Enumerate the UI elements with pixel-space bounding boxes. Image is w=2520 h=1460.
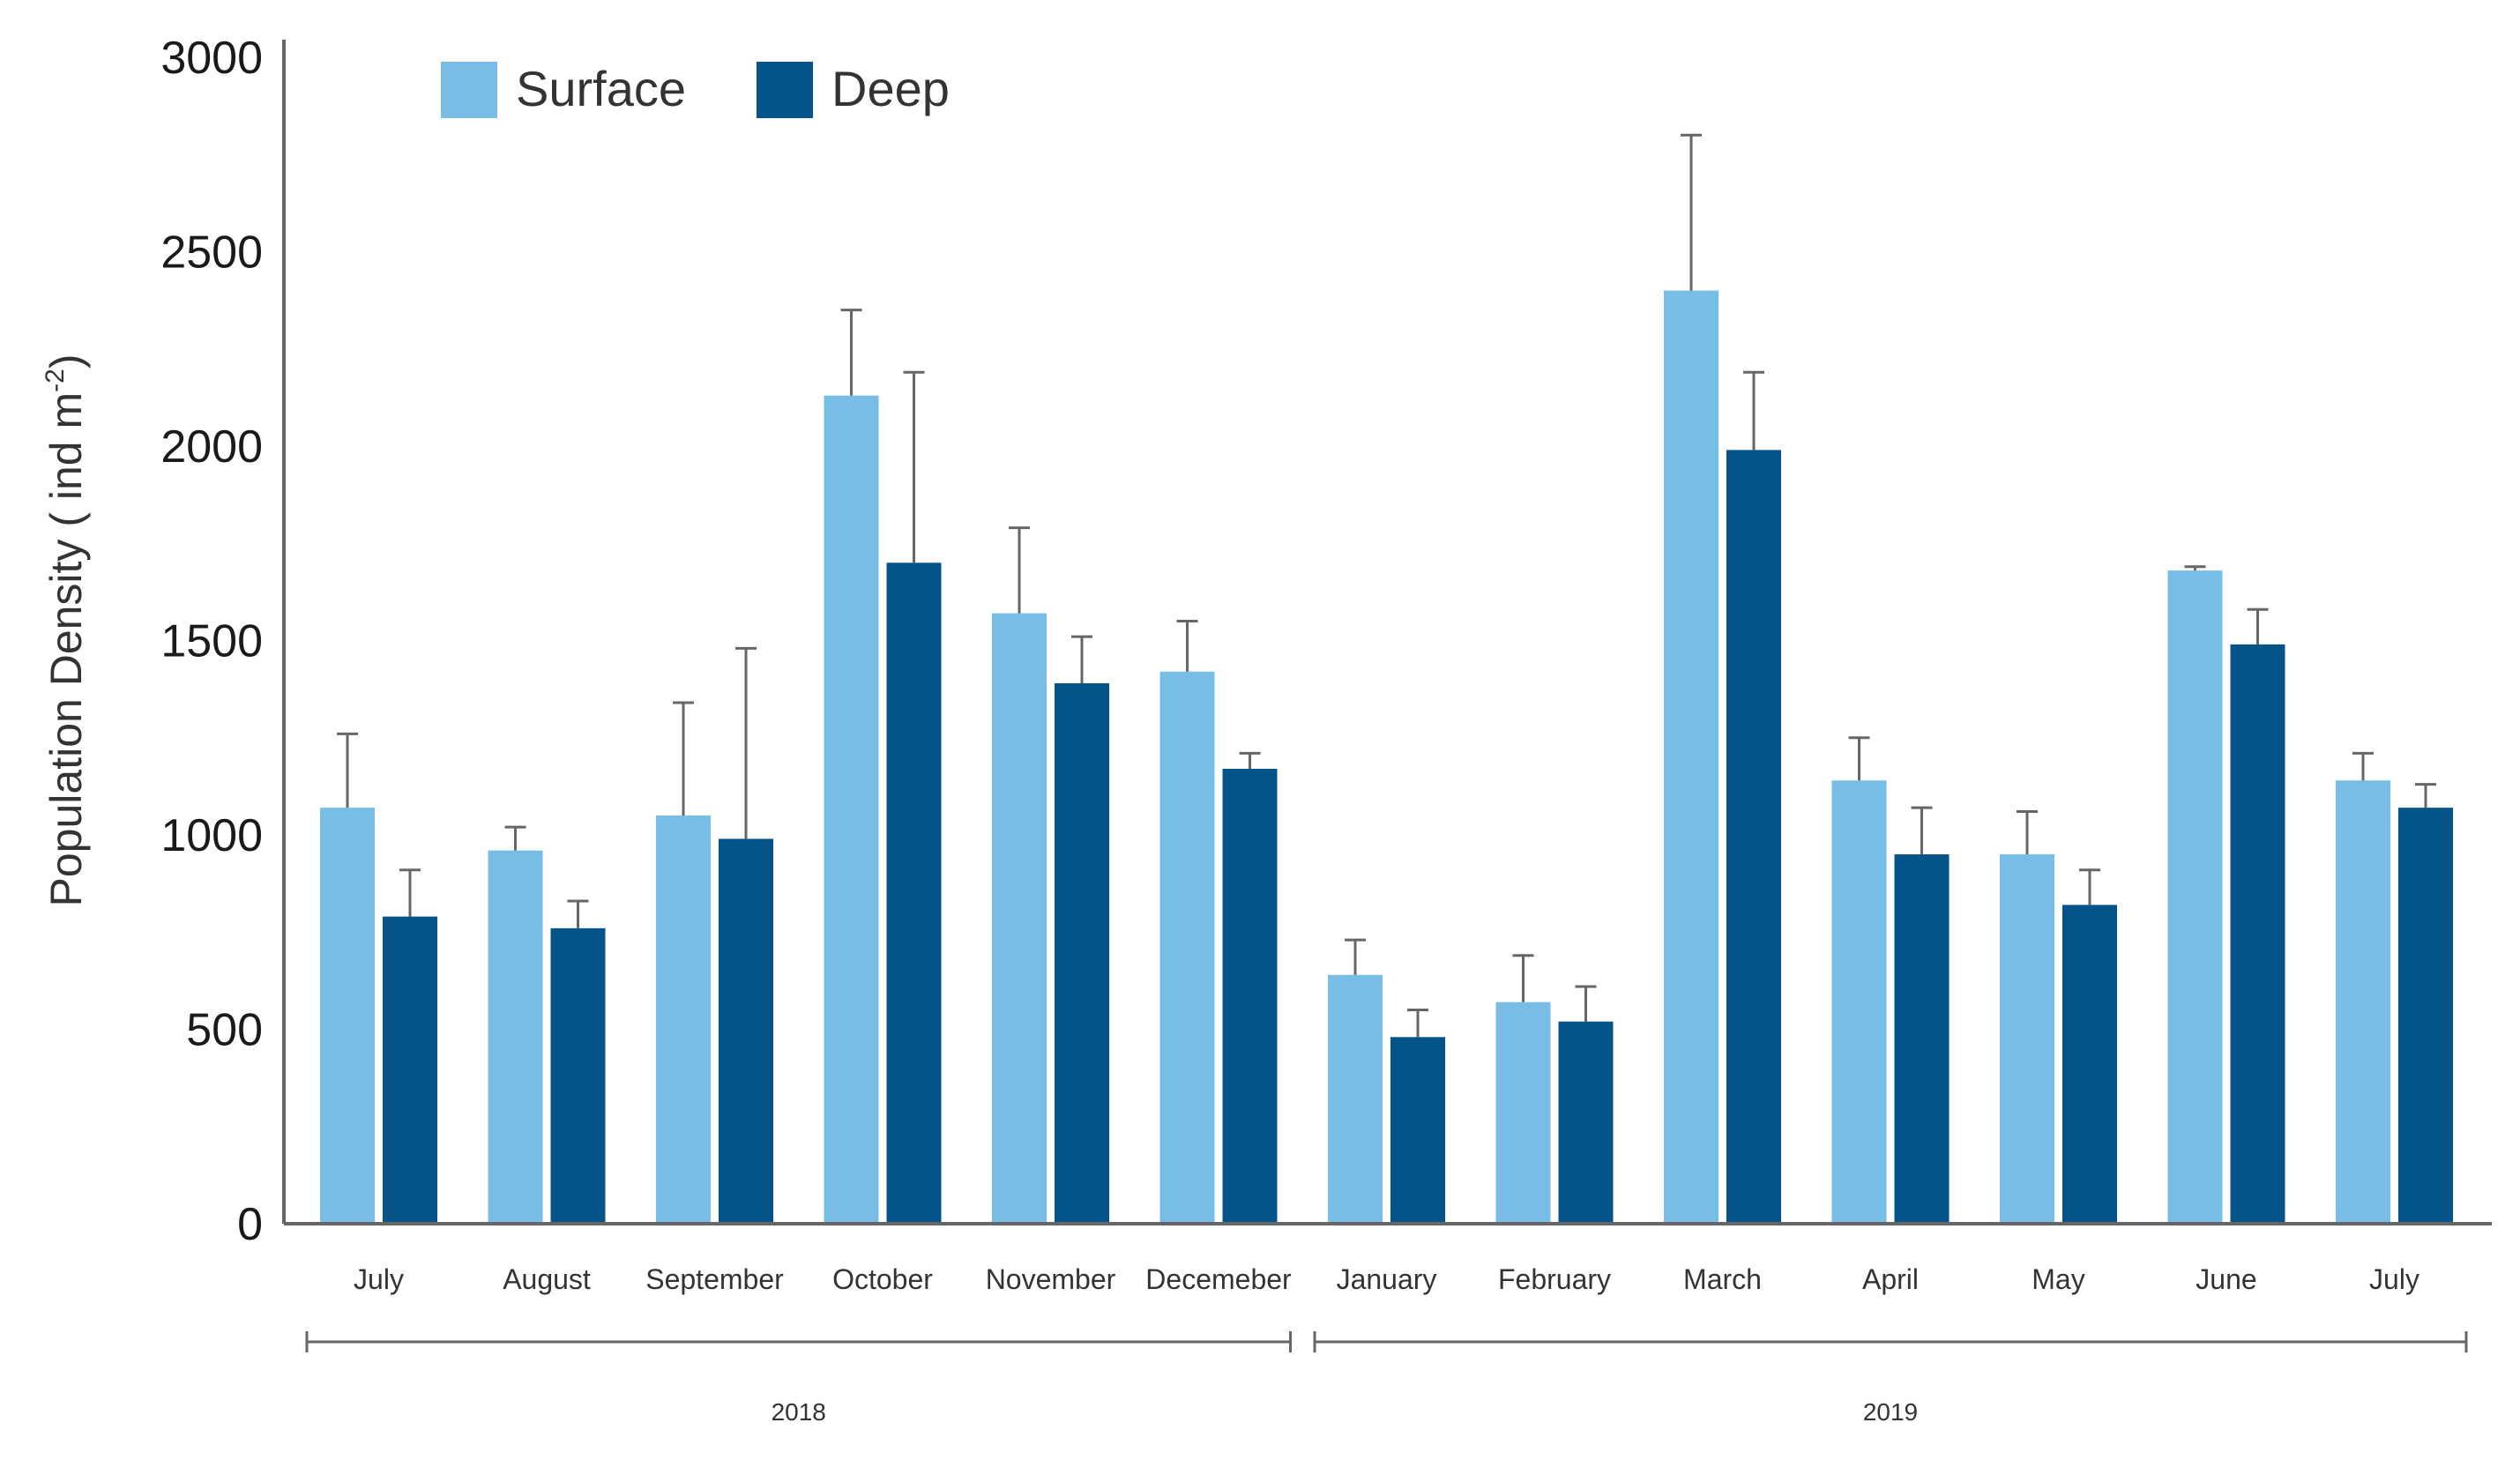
bar-surface-10 bbox=[1831, 780, 1887, 1224]
legend-swatch-deep bbox=[757, 62, 813, 118]
x-tick-label: January bbox=[1337, 1263, 1437, 1295]
bar-deep-6 bbox=[1222, 769, 1278, 1224]
legend-swatch-surface bbox=[441, 62, 497, 118]
x-tick-label: November bbox=[986, 1263, 1116, 1295]
x-tick-label: February bbox=[1498, 1263, 1611, 1295]
y-tick-label: 3000 bbox=[160, 33, 263, 84]
bar-deep-1 bbox=[383, 916, 437, 1224]
bar-surface-13 bbox=[2336, 780, 2390, 1224]
bar-surface-5 bbox=[992, 613, 1047, 1224]
x-tick-label: April bbox=[1862, 1263, 1919, 1295]
year-group-brackets: 2018 2019 bbox=[305, 1331, 2468, 1426]
bar-deep-13 bbox=[2398, 808, 2453, 1224]
y-axis-label-superscript: -2 bbox=[41, 369, 70, 392]
x-tick-label: May bbox=[2032, 1263, 2084, 1295]
y-tick-label: 1500 bbox=[160, 616, 263, 667]
y-axis-label: Population Density ( ind m-2) bbox=[41, 354, 91, 907]
bar-surface-1 bbox=[320, 808, 375, 1224]
bar-deep-8 bbox=[1558, 1021, 1614, 1224]
x-tick-label: March bbox=[1683, 1263, 1762, 1295]
bar-deep-12 bbox=[2230, 644, 2285, 1224]
bar-deep-7 bbox=[1390, 1037, 1445, 1224]
x-tick-label: July bbox=[2369, 1263, 2419, 1295]
y-tick-label: 0 bbox=[237, 1199, 263, 1250]
axes-layer bbox=[282, 40, 2492, 1225]
bar-surface-3 bbox=[656, 815, 711, 1224]
legend-label-surface: Surface bbox=[516, 61, 686, 116]
bar-surface-11 bbox=[2000, 854, 2054, 1224]
bars-layer bbox=[320, 290, 2453, 1225]
error-bars-layer bbox=[337, 133, 2436, 1038]
bar-deep-3 bbox=[719, 838, 773, 1224]
y-tick-label: 1000 bbox=[160, 810, 263, 861]
bar-deep-11 bbox=[2062, 905, 2117, 1224]
bar-surface-6 bbox=[1159, 671, 1215, 1224]
year-label: 2018 bbox=[772, 1398, 826, 1426]
bar-deep-4 bbox=[886, 562, 942, 1224]
x-tick-label: Decemeber bbox=[1145, 1263, 1292, 1295]
bar-deep-10 bbox=[1894, 854, 1950, 1224]
bar-deep-2 bbox=[550, 927, 606, 1224]
legend: Surface Deep bbox=[441, 61, 950, 118]
year-label: 2019 bbox=[1863, 1398, 1918, 1426]
bar-surface-8 bbox=[1495, 1002, 1551, 1224]
bar-surface-9 bbox=[1664, 290, 1719, 1225]
y-tick-label: 500 bbox=[186, 1005, 263, 1056]
y-axis-label-close: ) bbox=[41, 354, 91, 369]
y-axis-ticks: 0 500 1000 1500 2000 2500 3000 bbox=[160, 33, 263, 1250]
x-axis-tick-labels: July August September October November Deceme… bbox=[354, 1263, 2419, 1295]
x-tick-label: July bbox=[354, 1263, 404, 1295]
x-tick-label: October bbox=[832, 1263, 933, 1295]
y-axis-label-main: Population Density ( ind m bbox=[41, 392, 91, 907]
y-tick-label: 2000 bbox=[160, 421, 263, 473]
bar-surface-4 bbox=[824, 395, 879, 1224]
bar-surface-7 bbox=[1328, 974, 1383, 1224]
x-tick-label: September bbox=[645, 1263, 784, 1295]
bar-deep-9 bbox=[1726, 450, 1781, 1224]
bar-surface-12 bbox=[2167, 570, 2223, 1224]
y-tick-label: 2500 bbox=[160, 227, 263, 279]
bar-deep-5 bbox=[1055, 683, 1109, 1224]
legend-label-deep: Deep bbox=[831, 61, 950, 116]
x-tick-label: August bbox=[503, 1263, 591, 1295]
x-tick-label: June bbox=[2196, 1263, 2256, 1295]
bar-surface-2 bbox=[488, 850, 543, 1224]
